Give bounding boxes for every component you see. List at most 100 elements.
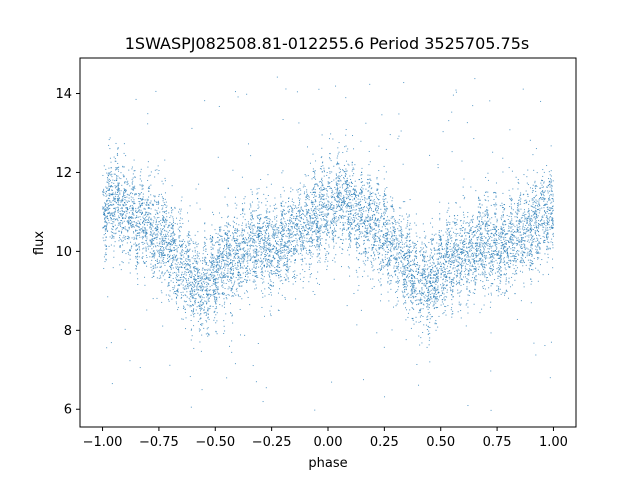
data-point [355,197,357,199]
data-point [278,248,280,250]
data-point [309,257,311,259]
data-point [389,280,391,282]
data-point [382,198,384,200]
data-point [314,177,316,179]
data-point [135,225,137,227]
data-point [154,209,156,211]
data-point [165,210,167,212]
data-point [528,253,530,255]
data-point [225,249,227,251]
data-point [114,193,116,195]
data-point [302,247,304,249]
data-point [327,209,329,211]
data-point [259,261,261,263]
data-point [404,253,406,255]
data-point [287,258,289,260]
data-point [357,213,359,215]
data-point [378,203,380,205]
data-point [222,293,224,295]
data-point [455,221,457,223]
data-point [474,292,476,294]
data-point [551,205,553,207]
data-point [106,223,108,225]
data-point [534,180,536,182]
data-point [453,282,455,284]
data-point [372,257,374,259]
data-point [471,252,473,254]
data-point [360,140,362,142]
data-point [105,239,107,241]
data-point [270,294,272,296]
data-point [126,207,128,209]
data-point [186,287,188,289]
data-point [333,278,335,280]
data-point [537,269,539,271]
data-point [281,249,283,251]
data-point [241,241,243,243]
data-point [205,273,207,275]
data-point [106,172,108,174]
data-point [247,279,249,281]
data-point [229,225,231,227]
data-point [515,176,517,178]
data-point [539,247,541,249]
data-point [540,182,542,184]
data-point [486,211,488,213]
data-point [214,301,216,303]
data-point [185,295,187,297]
data-point [106,222,108,224]
data-point [519,261,521,263]
data-point [217,156,219,158]
data-point [134,203,136,205]
data-point [449,236,451,238]
data-point [285,223,287,225]
data-point [290,244,292,246]
data-point [546,246,548,248]
data-point [477,206,479,208]
data-point [124,202,126,203]
data-point [227,268,229,270]
data-point [528,224,530,226]
data-point [319,227,321,229]
data-point [412,242,414,244]
data-point [528,214,530,216]
data-point [170,206,172,208]
data-point [322,185,324,187]
data-point [444,248,446,250]
data-point [541,259,543,261]
data-point [502,244,504,246]
data-point [103,213,105,215]
data-point [418,268,420,270]
data-point [302,210,304,212]
data-point [529,264,531,266]
data-point [431,277,433,279]
data-point [398,244,400,246]
data-point [238,250,240,252]
data-point [418,312,420,314]
data-point [479,242,481,244]
data-point [365,220,367,222]
data-point [128,200,130,202]
data-point [540,100,542,102]
data-point [278,266,280,268]
data-point [348,254,350,256]
data-point [377,236,379,238]
data-point [343,227,345,229]
data-point [385,251,387,253]
data-point [211,243,213,245]
data-point [326,206,328,208]
data-point [335,199,337,201]
data-point [239,267,241,269]
data-point [447,238,449,240]
data-point [242,242,244,244]
data-point [267,248,269,250]
data-point [317,253,319,255]
data-point [268,261,270,263]
data-point [227,216,229,218]
data-point [346,229,348,231]
data-point [215,242,216,244]
data-point [185,317,187,319]
data-point [454,224,456,226]
data-point [435,281,437,283]
data-point [160,234,162,236]
